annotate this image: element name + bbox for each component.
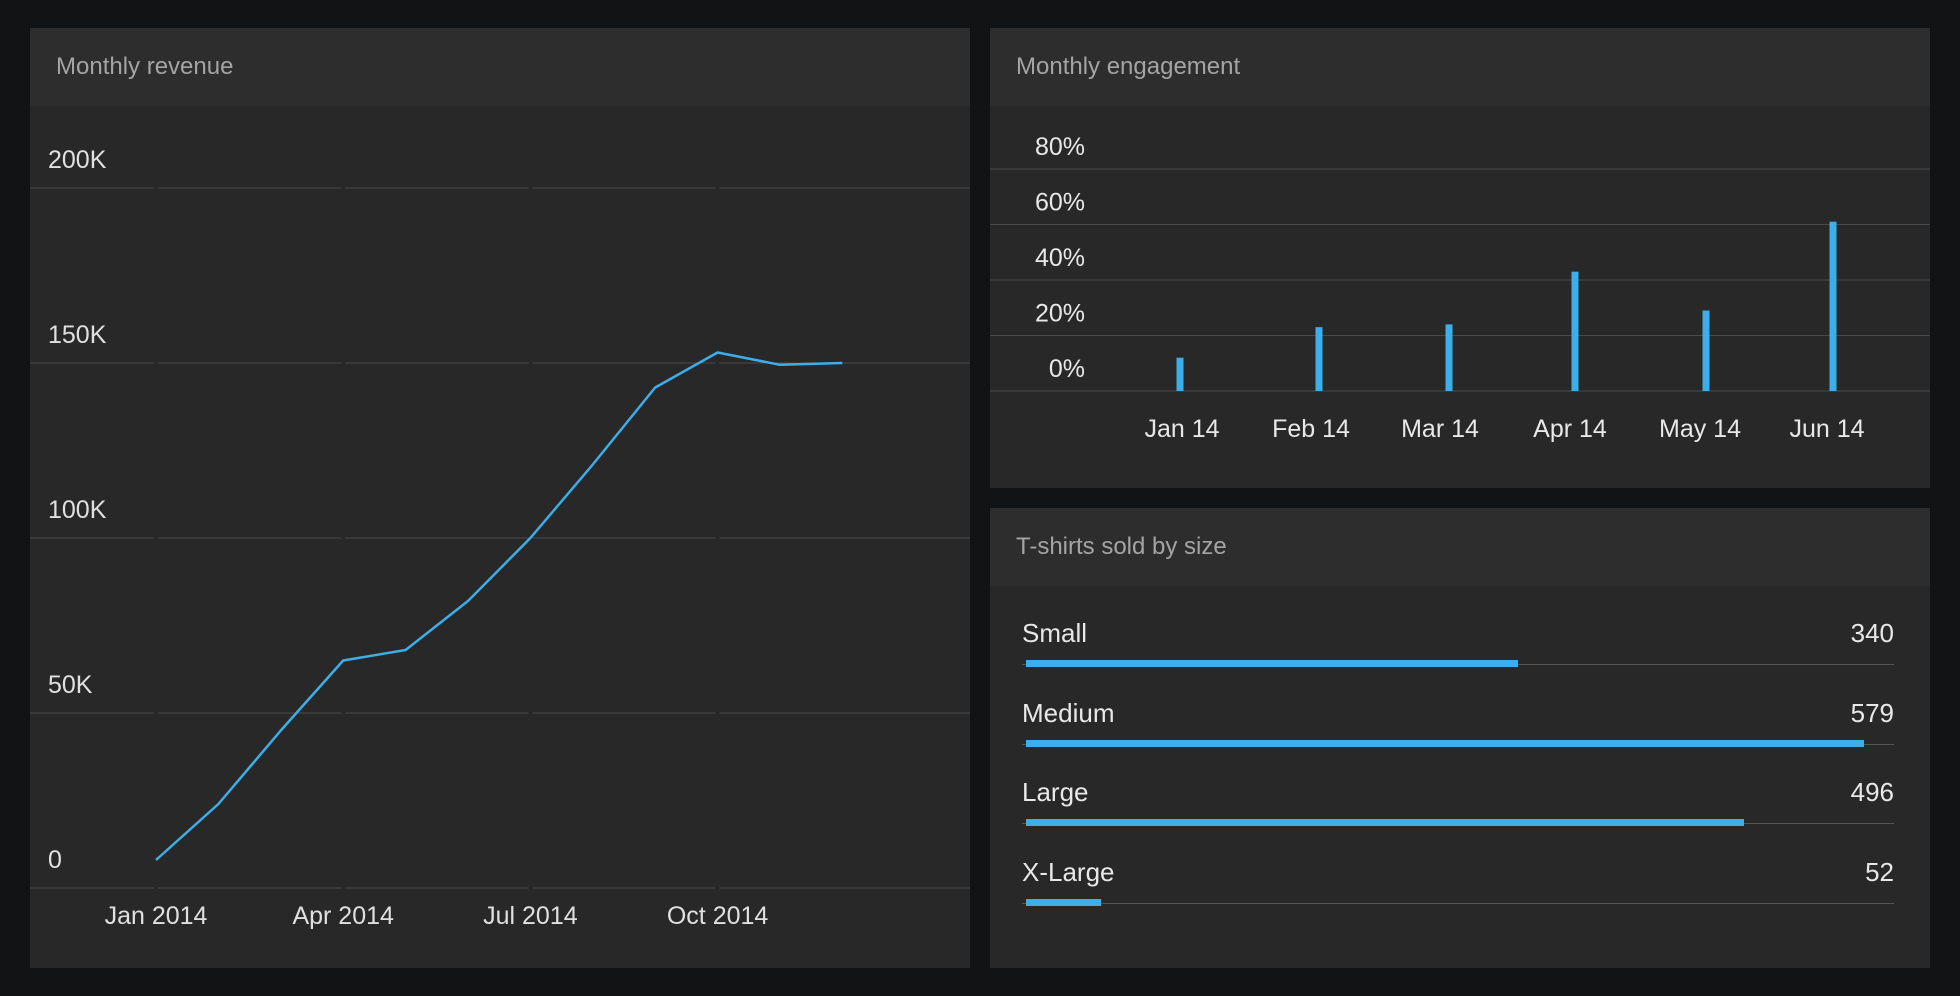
size-value: 52 — [1865, 857, 1894, 887]
y-tick-label: 150K — [48, 321, 107, 349]
x-tick-label: Mar 14 — [1401, 415, 1479, 443]
engagement-chart-card: Monthly engagement 0% 20% 40% 60% 80% Jan 14 F… — [990, 28, 1930, 488]
gridline-gap — [715, 711, 720, 715]
x-tick-label: May 14 — [1659, 415, 1741, 443]
x-tick-label: Oct 2014 — [667, 902, 769, 930]
gridline-gap — [715, 186, 720, 190]
y-tick-label: 40% — [1035, 244, 1085, 272]
size-row: X-Large 52 — [1022, 857, 1894, 917]
revenue-chart-title: Monthly revenue — [56, 53, 234, 80]
tshirt-chart-title: T-shirts sold by size — [1016, 533, 1227, 560]
x-tick-label: Feb 14 — [1272, 415, 1350, 443]
size-bar — [1026, 740, 1864, 747]
size-bar — [1026, 819, 1744, 826]
y-tick-label: 60% — [1035, 189, 1085, 217]
x-tick-label: Jul 2014 — [483, 902, 578, 930]
engagement-bar — [1176, 357, 1184, 391]
engagement-bar — [1829, 221, 1837, 391]
size-label: Large — [1022, 777, 1089, 807]
y-tick-label: 0 — [48, 846, 62, 874]
card-header: Monthly revenue — [30, 28, 970, 106]
size-label: X-Large — [1022, 857, 1115, 887]
engagement-bar — [1315, 327, 1323, 391]
y-tick-label: 100K — [48, 496, 107, 524]
gridline-gap — [154, 186, 158, 190]
card-header: T-shirts sold by size — [990, 508, 1930, 586]
y-tick-label: 0% — [1049, 355, 1085, 383]
engagement-bar — [1445, 324, 1453, 391]
gridline-gap — [715, 536, 720, 540]
size-value: 496 — [1850, 777, 1894, 807]
y-tick-label: 20% — [1035, 300, 1085, 328]
size-row: Small 340 — [1022, 618, 1894, 678]
size-value: 340 — [1850, 618, 1894, 648]
engagement-bar — [1702, 310, 1710, 391]
size-label: Small — [1022, 618, 1088, 648]
x-tick-label: Apr 2014 — [292, 902, 394, 930]
size-label: Medium — [1022, 698, 1115, 728]
x-tick-label: Apr 14 — [1533, 415, 1607, 443]
revenue-chart-card: Monthly revenue 0 50K 100K 150K 200K Jan 2014… — [30, 28, 970, 968]
gridline-gap — [154, 711, 158, 715]
gridline-gap — [154, 886, 158, 890]
gridline-gap — [154, 361, 158, 365]
x-tick-label: Jan 14 — [1144, 415, 1219, 443]
gridline-gap — [341, 886, 346, 890]
card-header: Monthly engagement — [990, 28, 1930, 106]
engagement-bar — [1571, 271, 1579, 391]
size-row: Large 496 — [1022, 777, 1894, 837]
bar-track — [1022, 903, 1894, 904]
x-tick-label: Jan 2014 — [105, 902, 208, 930]
x-tick-label: Jun 14 — [1789, 415, 1864, 443]
gridline-gap — [341, 536, 346, 540]
y-tick-label: 200K — [48, 146, 107, 174]
gridline-gap — [715, 361, 720, 365]
engagement-bar-chart: 0% 20% 40% 60% 80% Jan 14 Feb 14 Mar 14 Apr 14 Ma… — [990, 133, 1930, 443]
gridline-gap — [528, 886, 533, 890]
y-tick-label: 50K — [48, 671, 93, 699]
gridline-gap — [341, 711, 346, 715]
revenue-line-chart: 0 50K 100K 150K 200K Jan 2014 Apr 2014 Jul 2014… — [30, 146, 970, 930]
revenue-series-line — [155, 351, 843, 861]
gridline-gap — [154, 536, 158, 540]
gridline-gap — [715, 886, 720, 890]
tshirt-chart-card: T-shirts sold by size Small 340 Medium 579 L… — [990, 508, 1930, 968]
gridline-gap — [528, 711, 533, 715]
y-tick-label: 80% — [1035, 133, 1085, 161]
gridline-gap — [528, 361, 533, 365]
size-row: Medium 579 — [1022, 698, 1894, 758]
size-bar — [1026, 660, 1519, 667]
gridline-gap — [341, 361, 346, 365]
size-value: 579 — [1850, 698, 1894, 728]
engagement-chart-title: Monthly engagement — [1016, 53, 1241, 80]
size-bar — [1026, 899, 1102, 906]
gridline-gap — [528, 186, 533, 190]
gridline-gap — [341, 186, 346, 190]
